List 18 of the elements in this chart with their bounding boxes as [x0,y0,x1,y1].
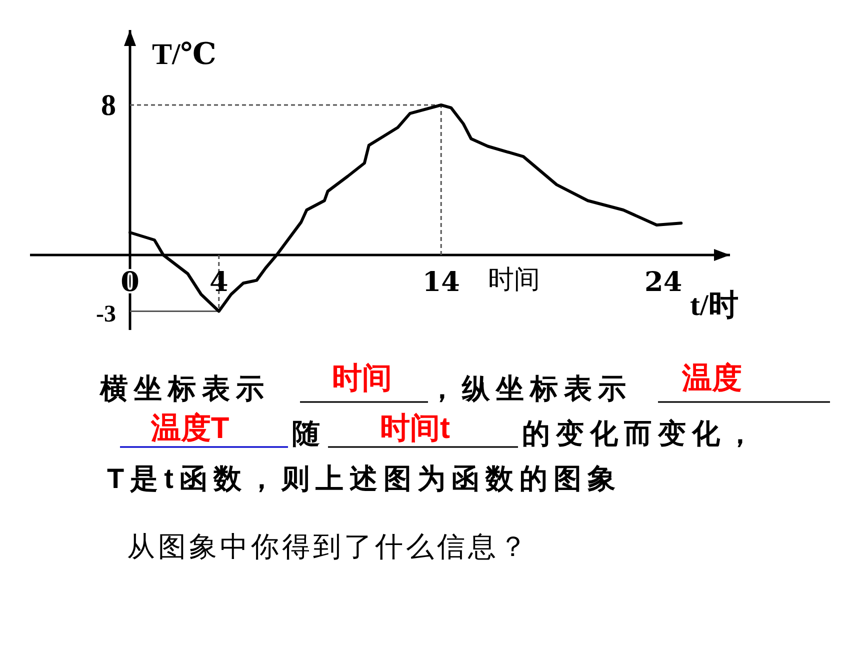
y-axis-title: T/℃ [152,38,216,71]
text: 时间 [332,362,392,395]
text: 温度T [150,411,230,445]
x-tick-label: 24 [644,267,682,298]
y-tick-label: -3 [96,301,116,328]
text: 横坐标表示 [99,373,270,404]
text: ，纵坐标表示 [428,373,632,404]
text: 时间t [380,412,450,445]
text: T是t函数，则上述图为函数的图象 [107,463,622,494]
text: 温度 [681,361,742,395]
x-tick-label: 14 [422,267,460,298]
text: 从图象中你得到了什么信息？ [127,531,530,562]
text: 随 [292,418,320,449]
annotation: 时间 [488,264,540,294]
text: 的变化而变化， [522,418,760,449]
y-tick-label: 8 [101,89,116,122]
x-axis-title: t/时 [690,289,738,322]
x-tick-label: 4 [209,267,228,298]
